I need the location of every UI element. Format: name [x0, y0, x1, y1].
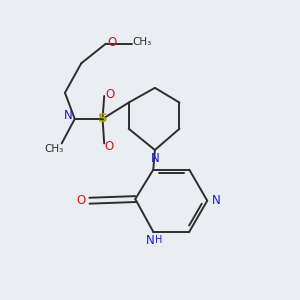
Text: N: N	[146, 233, 155, 247]
Text: N: N	[212, 194, 220, 207]
Text: N: N	[64, 110, 73, 122]
Text: O: O	[107, 36, 116, 49]
Text: N: N	[151, 152, 159, 165]
Text: O: O	[76, 194, 86, 207]
Text: CH₃: CH₃	[133, 37, 152, 47]
Text: O: O	[106, 88, 115, 101]
Text: S: S	[98, 112, 107, 125]
Text: H: H	[155, 235, 163, 245]
Text: CH₃: CH₃	[45, 144, 64, 154]
Text: O: O	[105, 140, 114, 153]
